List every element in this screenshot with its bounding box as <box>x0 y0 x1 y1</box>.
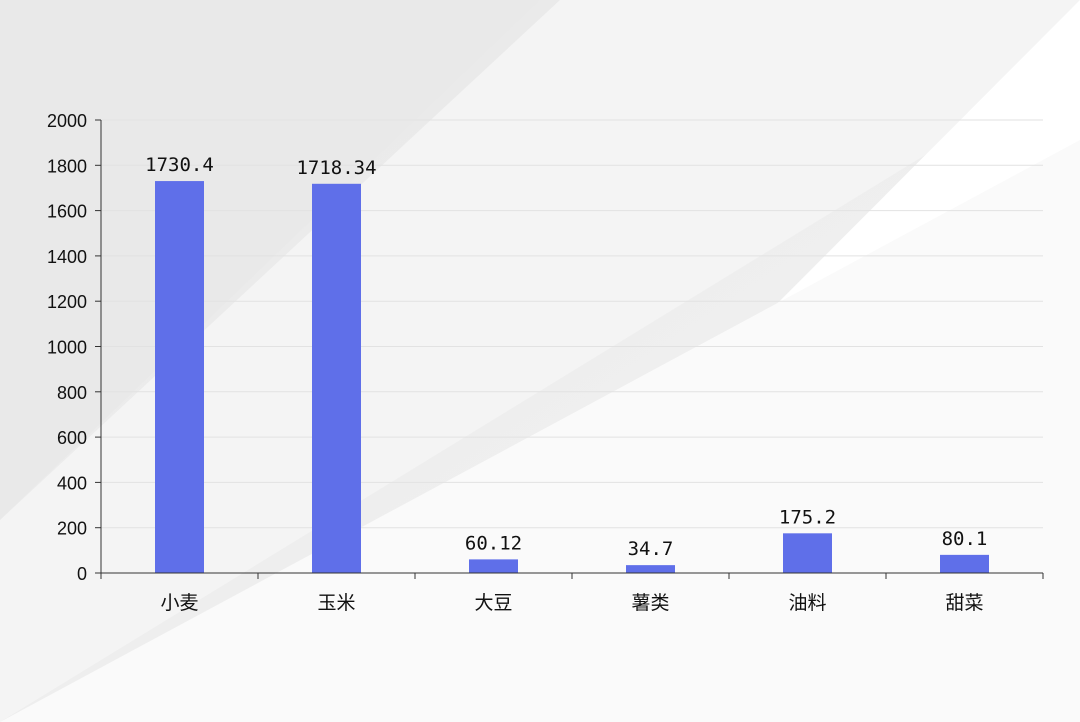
y-tick-label: 800 <box>57 383 87 403</box>
y-tick-label: 1400 <box>47 247 87 267</box>
x-category-label: 大豆 <box>474 592 512 614</box>
data-label-1: 1730.4 <box>145 154 214 176</box>
y-tick-label: 200 <box>57 519 87 539</box>
x-category-label: 甜菜 <box>945 592 983 614</box>
y-tick-label: 0 <box>77 564 87 584</box>
bar-2 <box>312 183 361 573</box>
axes <box>95 119 1044 579</box>
bars <box>155 181 989 574</box>
bar-3 <box>469 559 518 573</box>
x-category-label: 油料 <box>788 592 826 614</box>
bar-1 <box>155 181 204 574</box>
y-tick-label: 2000 <box>47 111 87 131</box>
data-label-6: 80.1 <box>942 528 988 550</box>
grid-lines <box>101 119 1043 529</box>
bar-5 <box>783 533 832 573</box>
bar-6 <box>940 554 989 573</box>
y-tick-label: 1600 <box>47 202 87 222</box>
y-tick-label: 600 <box>57 428 87 448</box>
bar-4 <box>626 565 675 573</box>
labels: 0 200 400 600 800 1000 1200 1400 1600 1800 2000 小麦 玉… <box>47 111 987 614</box>
x-category-label: 小麦 <box>160 592 198 614</box>
y-tick-label: 400 <box>57 473 87 493</box>
x-category-label: 薯类 <box>631 592 669 614</box>
data-label-5: 175.2 <box>779 506 836 528</box>
data-label-3: 60.12 <box>465 532 522 554</box>
y-tick-label: 1800 <box>47 156 87 176</box>
y-tick-label: 1200 <box>47 292 87 312</box>
data-label-2: 1718.34 <box>296 157 376 179</box>
x-category-label: 玉米 <box>317 592 355 614</box>
y-tick-label: 1000 <box>47 338 87 358</box>
data-label-4: 34.7 <box>628 538 674 560</box>
